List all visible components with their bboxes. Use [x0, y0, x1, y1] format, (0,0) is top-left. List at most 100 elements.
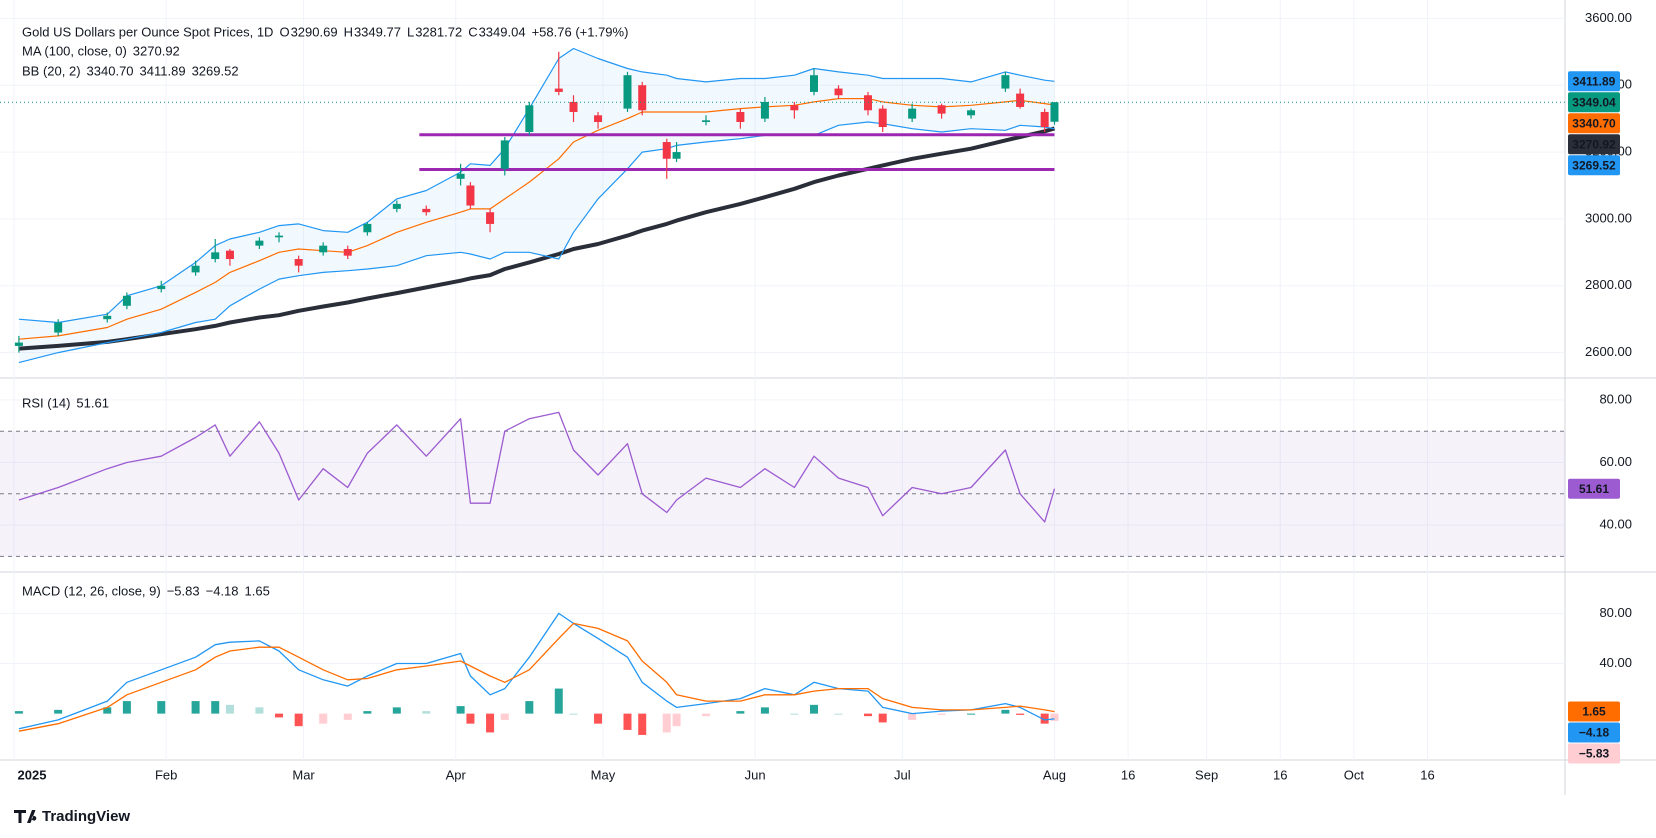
histogram-bar: [157, 701, 166, 714]
histogram-bar: [122, 701, 131, 714]
candle-body: [863, 95, 872, 111]
indicator-name: MACD (12, 26, close, 9): [22, 583, 161, 598]
price-badge: [1568, 113, 1620, 134]
candle-body: [122, 295, 131, 306]
histogram-bar: [834, 713, 843, 715]
histogram-bar: [878, 713, 887, 723]
candle-body: [594, 115, 603, 122]
candle-body: [790, 105, 799, 111]
histogram-bar: [319, 713, 328, 724]
candle-body: [908, 108, 917, 119]
candle-body: [486, 212, 495, 224]
price-badge-label: −4.18: [1579, 726, 1610, 740]
price-badge: [1568, 71, 1620, 92]
histogram-bar: [225, 704, 234, 714]
histogram-bar: [466, 713, 475, 724]
y-tick-label: 2800.00: [1585, 277, 1632, 292]
x-tick-label: Oct: [1344, 767, 1365, 782]
histogram-bar: [736, 711, 745, 714]
histogram-bar: [809, 704, 818, 714]
price-badge: [1568, 701, 1620, 722]
price-badge-label: 1.65: [1582, 705, 1606, 719]
x-tick-label: Aug: [1043, 767, 1066, 782]
candle-body: [456, 173, 465, 179]
histogram-bar: [1050, 713, 1059, 721]
rsi-line: [18, 411, 1056, 523]
price-badge-label: 3340.70: [1572, 116, 1616, 130]
y-tick-label: 2600.00: [1585, 344, 1632, 359]
histogram-bar: [908, 713, 917, 720]
y-tick-label: 40.00: [1599, 517, 1632, 532]
candle-body: [1040, 111, 1049, 128]
chart-title: Gold US Dollars per Ounce Spot Prices, 1…: [22, 24, 273, 39]
candle-body: [157, 285, 166, 290]
candle-body: [937, 105, 946, 114]
indicator-line: [18, 126, 1056, 351]
histogram-bar: [638, 713, 647, 735]
indicator-value: 3340.70: [87, 63, 134, 78]
candle-body: [809, 75, 818, 92]
candle-body: [672, 152, 681, 159]
candle-body: [554, 88, 563, 92]
y-tick-label: 3000.00: [1585, 210, 1632, 225]
indicator-value: −4.18: [206, 583, 239, 598]
histogram-bar: [103, 707, 112, 714]
histogram-bar: [760, 707, 769, 714]
candle-body: [1016, 93, 1025, 107]
change-value: +58.76 (+1.79%): [532, 24, 629, 39]
histogram-bar: [486, 713, 495, 733]
candle-body: [466, 185, 475, 206]
indicator-name: MA (100, close, 0): [22, 43, 127, 58]
histogram-bar: [456, 706, 465, 714]
histogram-bar: [392, 707, 401, 714]
histogram-bar: [343, 713, 352, 720]
histogram-bar: [525, 701, 534, 714]
histogram-bar: [1001, 709, 1010, 714]
candle-body: [14, 342, 23, 346]
histogram-bar: [554, 688, 563, 714]
indicator-value: 3270.92: [133, 43, 180, 58]
x-tick-label: Sep: [1195, 767, 1218, 782]
histogram-bar: [54, 709, 63, 714]
histogram-bar: [594, 713, 603, 724]
histogram-bar: [422, 711, 431, 714]
histogram-bar: [191, 701, 200, 714]
candle-body: [211, 252, 220, 260]
histogram-bar: [255, 707, 264, 714]
histogram-bar: [1040, 713, 1049, 724]
y-tick-label: 80.00: [1599, 391, 1632, 406]
candle-body: [834, 88, 843, 96]
histogram-bar: [662, 713, 671, 733]
candle-body: [225, 250, 234, 260]
candle-body: [623, 75, 632, 109]
indicator-value: −5.83: [167, 583, 200, 598]
histogram-bar: [967, 713, 976, 715]
y-tick-label: 40.00: [1599, 655, 1632, 670]
candle-body: [967, 110, 976, 116]
candle-body: [662, 142, 671, 159]
price-badge: [1568, 134, 1620, 155]
price-badge-label: −5.83: [1579, 747, 1610, 761]
price-badge: [1568, 92, 1620, 113]
histogram-bar: [790, 713, 799, 715]
brand: TradingView: [42, 808, 130, 825]
price-badge-label: 3349.04: [1572, 95, 1616, 109]
y-tick-label: 80.00: [1599, 605, 1632, 620]
logo: [14, 810, 37, 823]
x-tick-label: May: [591, 767, 616, 782]
candle-body: [569, 101, 578, 112]
candle-body: [500, 140, 509, 169]
candle-body: [54, 322, 63, 333]
candle-body: [191, 265, 200, 273]
candle-body: [422, 208, 431, 213]
histogram-bar: [211, 701, 220, 714]
x-tick-label: Jul: [894, 767, 911, 782]
candle-body: [294, 259, 303, 266]
logo-icon: [14, 810, 37, 823]
x-tick-label: Apr: [446, 767, 467, 782]
price-badge: [1568, 743, 1620, 764]
y-tick-label: 60.00: [1599, 454, 1632, 469]
price-badge-label: 51.61: [1579, 482, 1609, 496]
signal-line: [18, 622, 1055, 732]
